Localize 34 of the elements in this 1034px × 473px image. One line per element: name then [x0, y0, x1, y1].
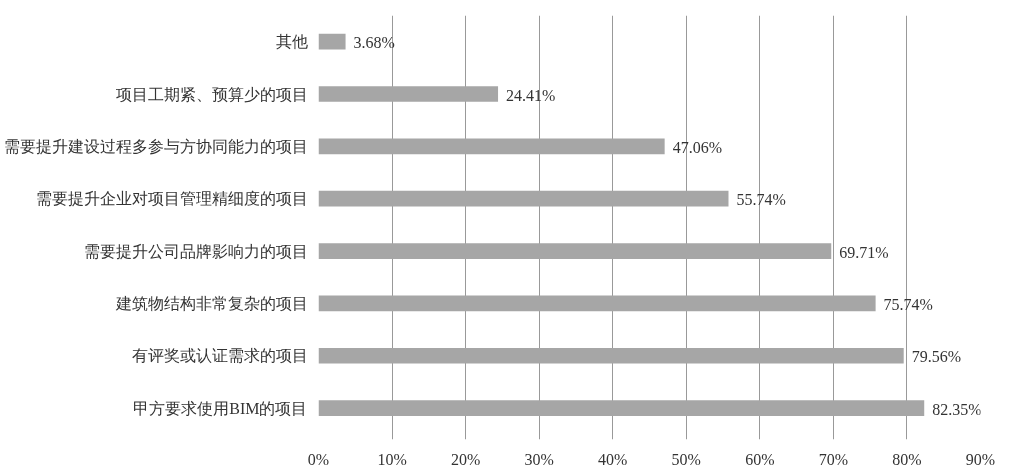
x-tick-label: 20%	[450, 450, 481, 468]
data-label: 69.71%	[839, 243, 889, 261]
x-tick-label: 30%	[524, 450, 554, 468]
bar	[318, 33, 346, 50]
y-tick-label: 建筑物结构非常复杂的项目	[114, 294, 308, 312]
bar	[318, 400, 925, 416]
bar	[318, 86, 499, 102]
y-tick-label: 需要提升建设过程多参与方协同能力的项目	[3, 137, 308, 155]
y-tick-label: 有评奖或认证需求的项目	[131, 347, 308, 365]
data-label: 75.74%	[883, 295, 933, 313]
bar	[318, 295, 876, 312]
bar	[318, 347, 904, 364]
bar	[318, 243, 832, 259]
y-tick-label: 甲方要求使用BIM的项目	[133, 399, 308, 417]
data-label: 24.41%	[506, 86, 556, 104]
data-label: 47.06%	[672, 138, 722, 156]
bar	[318, 138, 665, 155]
y-tick-label: 需要提升企业对项目管理精细度的项目	[35, 190, 308, 208]
data-label: 79.56%	[911, 348, 962, 366]
data-label: 55.74%	[736, 191, 786, 209]
x-tick-label: 50%	[671, 450, 701, 468]
y-tick-label: 项目工期紧、预算少的项目	[115, 85, 308, 103]
y-tick-label: 其他	[275, 33, 308, 51]
y-tick-label: 需要提升公司品牌影响力的项目	[83, 242, 308, 260]
data-label: 82.35%	[932, 400, 982, 418]
x-tick-label: 40%	[598, 450, 628, 468]
x-tick-label: 10%	[377, 450, 407, 468]
x-tick-label: 0%	[307, 450, 330, 468]
x-tick-label: 70%	[818, 450, 849, 468]
bar	[318, 190, 729, 207]
x-tick-label: 60%	[745, 450, 775, 468]
data-label: 3.68%	[353, 34, 395, 52]
x-tick-label: 80%	[892, 450, 922, 468]
x-tick-label: 90%	[965, 450, 996, 468]
